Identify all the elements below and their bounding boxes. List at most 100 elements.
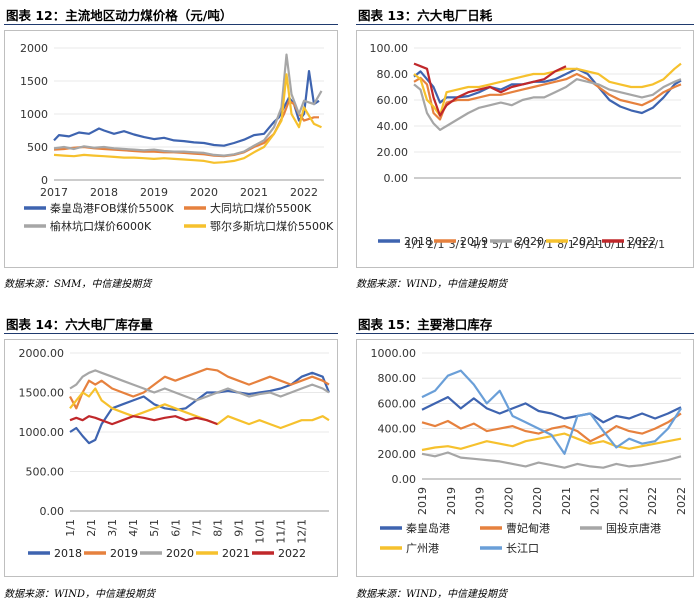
y-tick-label: 0.00 [392,473,417,486]
chart-4-frame [356,339,694,577]
x-tick-label: 4/1 [470,238,488,251]
x-tick-label: 3/1 [106,519,119,537]
x-tick-label: 2019 [445,487,458,515]
x-tick-label: 6/1 [514,238,532,251]
legend-label: 2020 [166,547,194,560]
y-tick-label: 60.00 [377,94,409,107]
y-tick-label: 500.00 [26,466,65,479]
legend-label: 长江口 [506,542,539,555]
x-tick-label: 11/1 [275,519,288,544]
y-tick-label: 600.00 [378,397,417,410]
y-tick-label: 100.00 [370,42,409,55]
x-tick-label: 2022 [675,487,688,515]
chart-1-title: 图表 12：主流地区动力煤价格（元/吨） [6,8,233,23]
chart-1-source: 数据来源：SMM，中信建投期货 [4,279,152,290]
legend-label: 广州港 [406,542,439,555]
legend-label: 2021 [222,547,250,560]
series-line-长江口 [421,369,682,455]
x-tick-label: 7/1 [190,519,203,537]
x-tick-label: 2020 [531,487,544,515]
chart-1-frame [4,30,338,268]
x-tick-label: 9/1 [232,519,245,537]
series-line-2022 [69,415,218,426]
chart-3-frame [4,339,338,577]
chart-3: 0.00 500.00 1000.00 1500.00 2000.00 1/1 2/1 3/1… [19,347,331,560]
x-tick-label: 2021 [240,186,268,199]
y-tick-label: 1500.00 [19,387,65,400]
y-tick-label: 1000.00 [19,426,65,439]
x-tick-label: 2018 [90,186,118,199]
x-tick-label: 2017 [40,186,68,199]
legend-label: 国投京唐港 [606,521,661,535]
y-tick-label: 1000.00 [371,347,417,360]
x-tick-label: 2021 [589,487,602,515]
x-tick-label: 2/1 [85,519,98,537]
x-tick-label: 10/1 [254,519,267,544]
x-tick-label: 12/1 [296,519,309,544]
series-line-秦皇岛港 [421,395,682,424]
x-tick-label: 8/1 [211,519,224,537]
y-tick-label: 80.00 [377,68,409,81]
series-line-2022 [413,62,567,117]
series-line-2018 [69,371,331,445]
y-tick-label: 1500 [20,75,48,88]
x-tick-label: 1/1 [64,519,77,537]
series-line-曹妃甸港 [421,412,682,443]
chart-2-frame [356,30,694,268]
x-tick-label: 2021 [617,487,630,515]
x-tick-label: 5/1 [148,519,161,537]
x-tick-label: 11/1 [619,238,644,251]
series-line-鄂尔多斯坑口煤价5500K [53,73,322,164]
x-tick-label: 4/1 [127,519,140,537]
chart-4-source: 数据来源：WIND，中信建投期货 [356,589,507,600]
legend-label: 2018 [404,235,432,248]
series-line-2020 [413,78,682,132]
y-tick-label: 200.00 [378,448,417,461]
y-tick-label: 20.00 [377,146,409,159]
chart-3-title-rule [4,333,338,334]
x-tick-label: 2019 [140,186,168,199]
legend-label: 秦皇岛港 [406,521,450,535]
x-tick-label: 2020 [190,186,218,199]
series-line-2019 [69,367,330,410]
x-tick-label: 6/1 [169,519,182,537]
x-tick-label: 9/1 [579,238,597,251]
chart-3-source: 数据来源：WIND，中信建投期货 [4,589,155,600]
legend-label: 2022 [278,547,306,560]
y-tick-label: 40.00 [377,120,409,133]
legend-label: 2020 [516,235,544,248]
legend-label: 2019 [110,547,138,560]
y-tick-label: 0.00 [40,505,65,518]
legend-label: 大同坑口煤价5500K [210,201,312,215]
series-line-2021 [69,387,330,430]
y-tick-label: 0 [41,174,48,187]
series-line-秦皇岛港FOB煤价5500K [53,69,320,147]
y-tick-label: 800.00 [378,372,417,385]
legend-label: 鄂尔多斯坑口煤价5500K [210,219,334,233]
y-tick-label: 400.00 [378,423,417,436]
legend-label: 2021 [572,235,600,248]
chart-4-title-rule [356,333,694,334]
x-tick-label: 2022 [290,186,318,199]
x-tick-label: 2019 [474,487,487,515]
y-tick-label: 1000 [20,108,48,121]
chart-3-title: 图表 14：六大电厂库存量 [6,317,153,332]
series-line-国投京唐港 [421,451,682,469]
series-line-2020 [69,369,330,402]
y-tick-label: 2000.00 [19,347,65,360]
x-tick-label: 1/1 [405,238,423,251]
y-tick-label: 2000 [20,42,48,55]
chart-1-title-rule [4,24,338,25]
x-tick-label: 2020 [502,487,515,515]
legend-label: 2019 [460,235,488,248]
chart-2-title-rule [356,24,694,25]
chart-1: 0 500 1000 1500 2000 2017 2018 2019 2020 2021 2022… [20,42,334,233]
legend-label: 曹妃甸港 [506,521,550,535]
chart-2-source: 数据来源：WIND，中信建投期货 [356,279,507,290]
chart-2-title: 图表 13：六大电厂日耗 [358,8,493,23]
y-tick-label: 500 [27,141,48,154]
x-tick-label: 2019 [416,487,429,515]
legend-label: 2018 [54,547,82,560]
x-tick-label: 2022 [646,487,659,515]
